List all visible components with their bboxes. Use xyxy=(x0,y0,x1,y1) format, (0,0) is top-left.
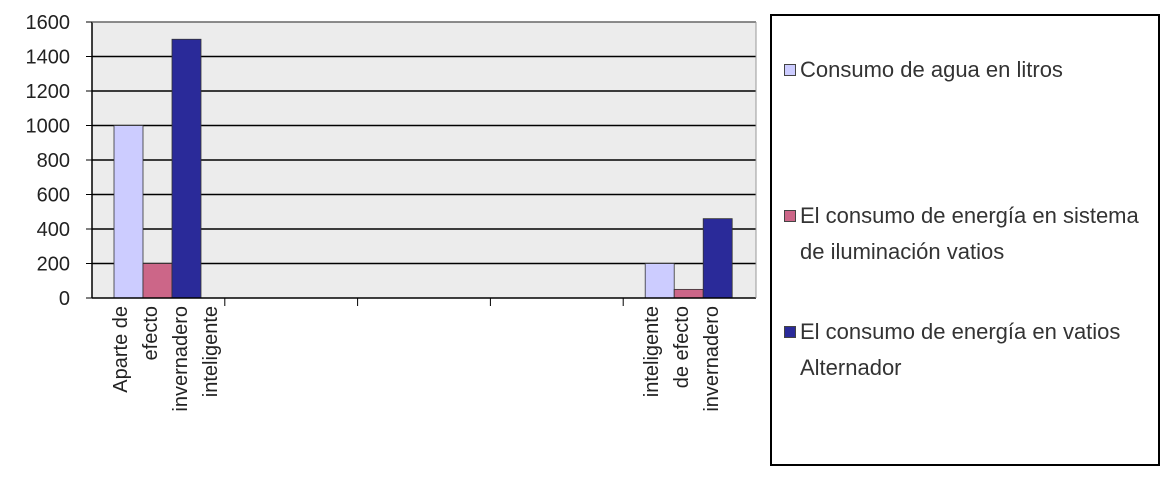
bar xyxy=(644,263,675,299)
y-tick-label: 0 xyxy=(59,288,70,310)
x-category-label: inteligente xyxy=(200,306,222,397)
bar xyxy=(142,263,173,299)
y-tick-label: 600 xyxy=(37,185,70,207)
y-tick-label: 800 xyxy=(37,150,70,172)
legend-item-alternator: El consumo de energía en vatios Alternad… xyxy=(784,314,1152,386)
x-category-label: efecto xyxy=(140,306,162,360)
legend-swatch-lighting xyxy=(784,210,796,222)
y-tick-label: 1600 xyxy=(26,12,71,34)
y-tick-label: 1000 xyxy=(26,116,71,138)
legend-label-lighting: El consumo de energía en sistema de ilum… xyxy=(800,203,1139,264)
y-tick-label: 1200 xyxy=(26,81,71,103)
bar xyxy=(113,125,144,299)
legend-item-water: Consumo de agua en litros xyxy=(784,52,1152,88)
legend-label-water: Consumo de agua en litros xyxy=(800,57,1063,82)
y-tick-label: 200 xyxy=(37,254,70,276)
x-category-label: Aparte de xyxy=(110,306,132,393)
y-tick-label: 400 xyxy=(37,219,70,241)
legend: Consumo de agua en litros El consumo de … xyxy=(770,14,1160,466)
bar xyxy=(673,288,704,299)
bar xyxy=(171,38,202,299)
legend-swatch-water xyxy=(784,64,796,76)
y-tick-label: 1400 xyxy=(26,47,71,69)
bar xyxy=(702,218,733,299)
x-category-label: inteligente xyxy=(641,306,663,397)
x-category-label: de efecto xyxy=(671,306,693,388)
legend-item-lighting: El consumo de energía en sistema de ilum… xyxy=(784,198,1152,270)
plot-area: 0 200 400 600 800 1000 1200 1400 1600 Aparte de ef… xyxy=(26,12,757,412)
legend-label-alternator: El consumo de energía en vatios Alternad… xyxy=(800,319,1121,380)
x-category-label: invernadero xyxy=(170,306,192,412)
x-category-label: invernadero xyxy=(701,306,723,412)
legend-swatch-alternator xyxy=(784,326,796,338)
